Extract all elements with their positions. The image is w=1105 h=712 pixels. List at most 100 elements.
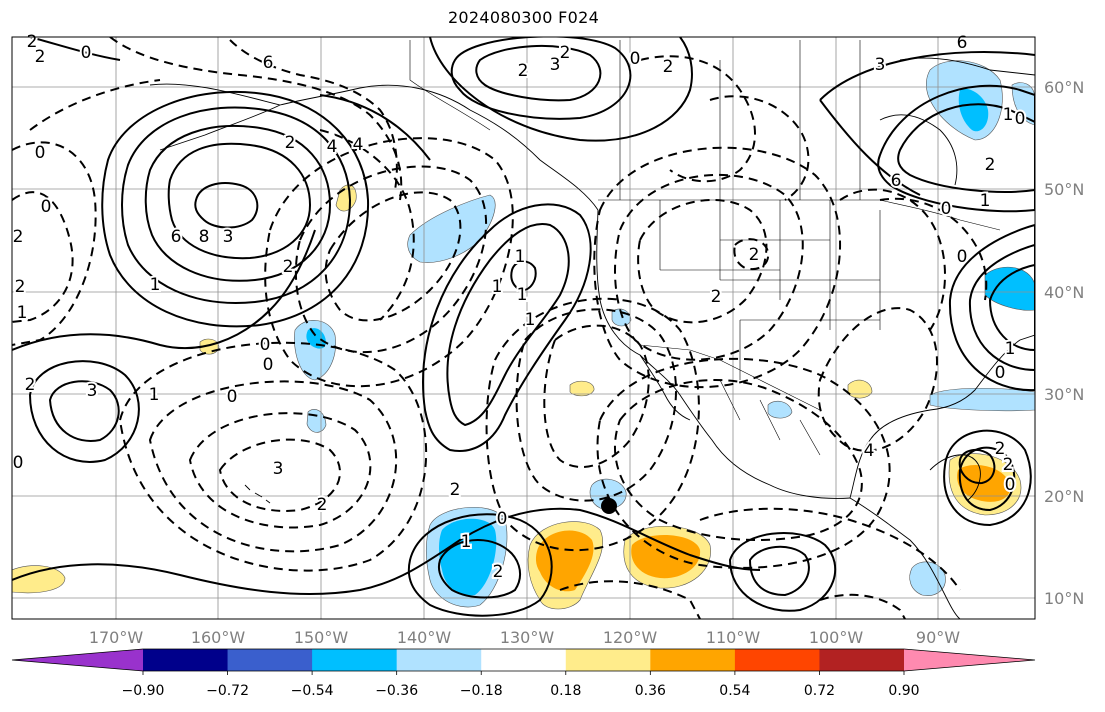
contour-label: 6 — [171, 227, 182, 247]
contour-label: 4 — [353, 135, 364, 155]
contour-label: 1 — [17, 303, 28, 323]
colorbar-tick-label: −0.72 — [206, 683, 249, 699]
contour-label: 2 — [995, 439, 1006, 459]
contour-label-halo: 2 — [317, 495, 328, 515]
contour-east-pacific-ridge-3 — [510, 260, 537, 292]
contour-label-halo: 0 — [630, 49, 641, 69]
contour-south-2 — [407, 513, 553, 617]
lat-label: 20°N — [1044, 487, 1084, 506]
colorbar-segment — [396, 649, 482, 671]
lat-label: 10°N — [1044, 589, 1084, 608]
contour-neg-mid-1 — [324, 191, 462, 322]
contour-label: 0 — [227, 387, 238, 407]
contour-label-halo: 2 — [283, 257, 294, 277]
mexico-states — [719, 379, 821, 456]
contour-label-halo: 4 — [327, 137, 338, 157]
lat-label: 40°N — [1044, 283, 1084, 302]
contour-south-3 — [748, 545, 810, 597]
contour-label: 2 — [35, 47, 46, 67]
contour-neg-east-us-3 — [879, 197, 988, 301]
shade-pos-west — [12, 565, 66, 594]
colorbar: −0.90 −0.72 −0.54 −0.36 −0.18 0.18 0.36 0.54 0.7… — [11, 648, 1036, 699]
contour-label-halo: 2 — [985, 155, 996, 175]
coast-west-us — [596, 209, 851, 499]
contour-high-north-pacific-2 — [144, 124, 332, 282]
contour-south-5 — [12, 507, 761, 596]
contour-neg-alaska-3 — [29, 79, 161, 131]
colorbar-segment — [481, 649, 567, 671]
coast-central-america — [849, 497, 961, 619]
shade-neg-caribbean — [909, 561, 946, 596]
lat-label: 30°N — [1044, 385, 1084, 404]
contour-east-high-1 — [988, 263, 1035, 352]
contour-label: 2 — [13, 227, 24, 247]
contour-label: 2 — [985, 155, 996, 175]
contour-east-high-2 — [968, 243, 1035, 372]
shade-neg-south-core — [439, 518, 497, 596]
contour-label: 0 — [630, 49, 641, 69]
contour-neg-mexico-1 — [614, 379, 863, 541]
contour-label-halo: 3 — [223, 227, 234, 247]
contour-label-halo: 1 — [150, 275, 161, 295]
contour-label: 3 — [223, 227, 234, 247]
shade-pos-mexico-south-core — [631, 534, 701, 579]
map-title: 2024080300 F024 — [447, 8, 600, 27]
contour-neg-east-pacific-1 — [543, 324, 650, 469]
contour-label: 2 — [1003, 455, 1014, 475]
contour-high-north-pacific-4 — [101, 90, 370, 328]
contour-high-north-pacific-3 — [121, 106, 352, 304]
contour-label: 1 — [150, 275, 161, 295]
shade-neg-mid-pacific — [294, 320, 336, 381]
contour-neg-west-2 — [12, 141, 97, 346]
contour-label-halo: 0 — [263, 355, 274, 375]
contour-label: 0 — [957, 247, 968, 267]
contour-label-halo: 0 — [995, 363, 1006, 383]
contour-label: 2 — [317, 495, 328, 515]
contour-label-halo: 8 — [199, 227, 210, 247]
contour-label-halo: 1 — [515, 247, 526, 267]
coast-hudson — [879, 114, 958, 186]
contour-label-halo: 6 — [263, 53, 274, 73]
contour-label: 2 — [493, 562, 504, 582]
contour-north-3 — [429, 37, 693, 142]
contour-label: 6 — [957, 33, 968, 53]
location-marker — [601, 498, 617, 514]
colorbar-segment — [565, 649, 651, 671]
contour-label: 0 — [81, 43, 92, 63]
contour-label: 1 — [492, 277, 503, 297]
contour-label-halo: 0 — [1015, 109, 1026, 129]
gridlines — [12, 37, 1035, 619]
contour-label-halo: 1 — [517, 285, 528, 305]
contour-neg-east-pacific-2 — [515, 308, 677, 502]
coast-baja — [639, 354, 691, 421]
coast-hawaii — [244, 484, 271, 504]
colorbar-extend-min — [12, 649, 143, 671]
contour-label: 4 — [864, 441, 875, 461]
lon-label: 120°W — [603, 628, 658, 647]
colorbar-segment — [312, 649, 398, 671]
contour-neg-south-2 — [699, 507, 961, 591]
contour-neg-gulf-alaska — [319, 129, 415, 321]
contour-label: 2 — [450, 480, 461, 500]
contour-high-north-pacific-5 — [194, 182, 259, 229]
contour-high-north-pacific-1 — [167, 142, 312, 260]
colorbar-tick-label: −0.18 — [460, 683, 503, 699]
contour-gulf-high-3 — [958, 448, 996, 485]
colorbar-segment — [227, 649, 313, 671]
contour-label-halo: 0 — [260, 335, 271, 355]
contour-label: 1 — [525, 310, 536, 330]
contour-north-east-3 — [819, 51, 1035, 196]
contour-label: 2 — [518, 61, 529, 81]
contour-label-halo: 0 — [35, 143, 46, 163]
contour-label-halo: 4 — [864, 441, 875, 461]
colorbar-segment — [143, 649, 229, 671]
colorbar-segment — [819, 649, 905, 671]
lat-label: 60°N — [1044, 78, 1084, 97]
contour-label: 8 — [199, 227, 210, 247]
contour-ridge-1 — [12, 229, 316, 351]
lon-label: 170°W — [89, 628, 144, 647]
contour-label: 6 — [891, 171, 902, 191]
contour-label-halo: 2 — [285, 133, 296, 153]
